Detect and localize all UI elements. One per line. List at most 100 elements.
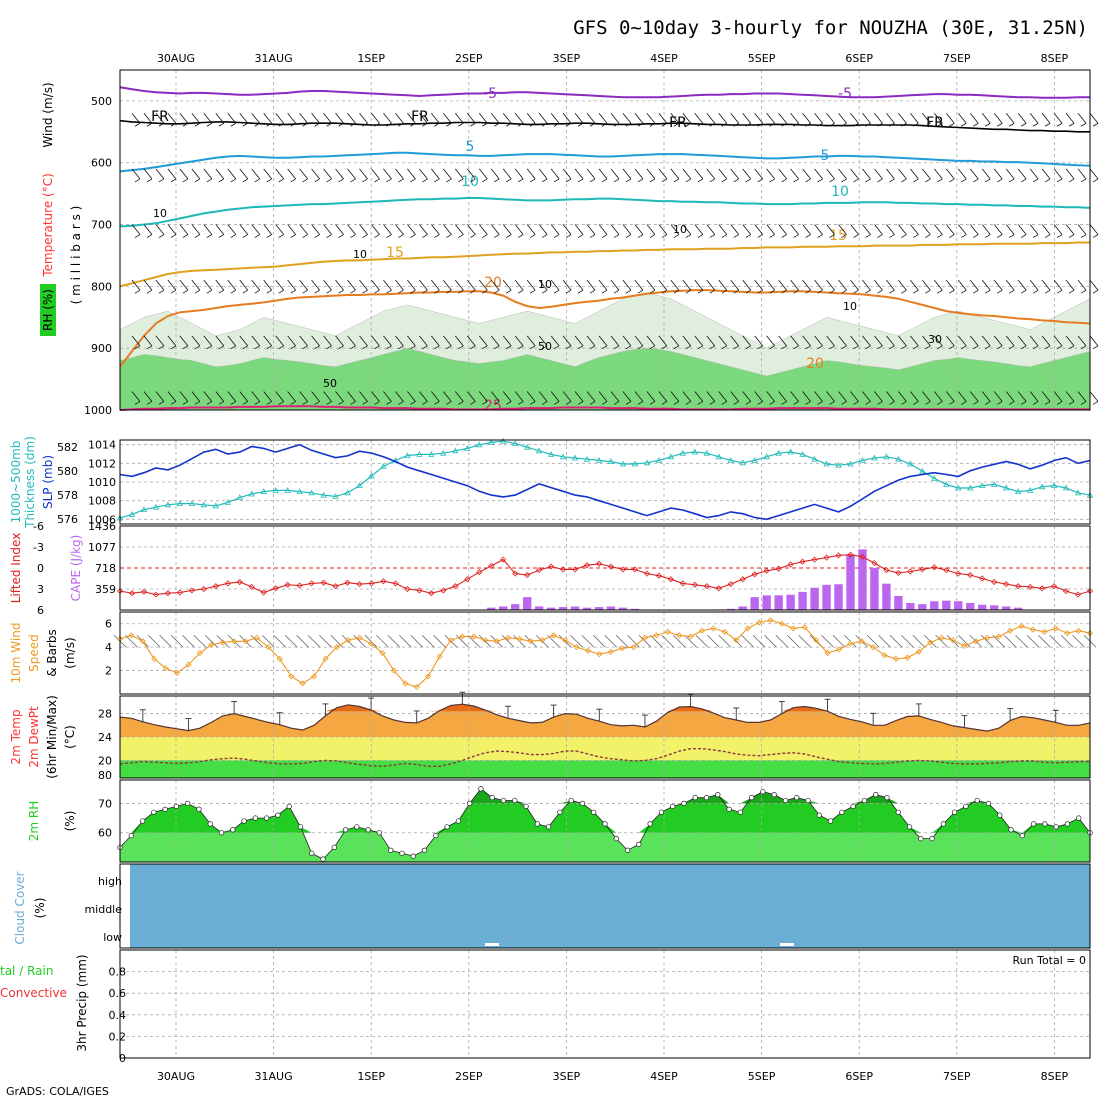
li-tick-label: -3 bbox=[33, 541, 44, 554]
lifted-index-point bbox=[955, 570, 962, 577]
slp-thickness-panel: 101410121010100810065825805785761000~500… bbox=[9, 436, 1094, 529]
rh-point bbox=[342, 827, 349, 833]
rh-point bbox=[839, 809, 845, 815]
wind-barb-flag bbox=[781, 122, 787, 127]
wind-speed-point bbox=[367, 640, 375, 647]
wind-speed-point bbox=[721, 628, 728, 635]
wind-barb-flag bbox=[314, 289, 320, 294]
wind-barb-flag bbox=[302, 234, 308, 238]
wind-speed-point bbox=[835, 646, 843, 653]
wind-barb bbox=[730, 168, 740, 180]
wind-barb bbox=[742, 335, 752, 347]
rh-point bbox=[196, 806, 202, 812]
wind-barb-flag bbox=[673, 122, 680, 127]
cape-bar bbox=[978, 604, 987, 610]
wind-barb-flag bbox=[517, 289, 524, 294]
wind-speed-point bbox=[516, 635, 523, 643]
wind-barb bbox=[838, 168, 847, 180]
wind-barb bbox=[191, 168, 201, 180]
surface-wind-barb bbox=[467, 635, 481, 648]
wind-barb bbox=[562, 335, 572, 347]
wind-barb-flag bbox=[182, 345, 189, 350]
isotherm-label: FR bbox=[926, 115, 944, 131]
rh-point bbox=[782, 797, 789, 804]
wind-barb-flag bbox=[434, 345, 440, 350]
wind-axis-label: 10m Wind bbox=[9, 623, 23, 684]
rh-point bbox=[207, 821, 213, 827]
rh-point bbox=[591, 809, 597, 815]
wind-barb bbox=[335, 335, 344, 347]
wind-barb bbox=[131, 168, 141, 180]
wind-barb-flag bbox=[877, 289, 883, 294]
wind-barb bbox=[203, 279, 213, 291]
wind-barb bbox=[1053, 335, 1063, 347]
wind-barb bbox=[670, 113, 680, 124]
surface-wind-barb bbox=[147, 635, 161, 648]
wind-barb bbox=[143, 168, 153, 180]
wind-barb-flag bbox=[553, 178, 560, 183]
wind-speed-point bbox=[858, 638, 865, 645]
wind-barb-flag bbox=[757, 178, 763, 183]
wind-barb-flag bbox=[697, 401, 704, 405]
top-date-label: 3SEP bbox=[553, 52, 581, 65]
temp-tick-label: 20 bbox=[98, 754, 112, 767]
wind-barb bbox=[969, 168, 979, 180]
wind-barb-flag bbox=[146, 122, 153, 127]
rh-point bbox=[748, 794, 755, 801]
thickness-point bbox=[392, 457, 399, 463]
wind-barb bbox=[981, 335, 991, 347]
wind-barb-flag bbox=[1080, 289, 1087, 294]
wind-speed-point bbox=[550, 632, 557, 639]
wind-barb bbox=[1089, 168, 1099, 180]
wind-barb bbox=[347, 279, 356, 291]
wind-barb bbox=[934, 168, 943, 180]
wind-barb-flag bbox=[350, 345, 356, 350]
wind-barb-flag bbox=[733, 122, 739, 127]
wind-barb-flag bbox=[685, 234, 692, 238]
wind-barb-flag bbox=[1068, 401, 1075, 405]
rh-point bbox=[444, 824, 450, 830]
wind-barb-flag bbox=[146, 401, 153, 405]
wind-barb bbox=[898, 279, 907, 291]
wind-barb bbox=[706, 335, 716, 347]
wind-barb bbox=[1053, 279, 1063, 291]
wind-barb bbox=[502, 335, 512, 347]
lifted-index-point bbox=[883, 567, 890, 574]
wind-barb bbox=[610, 335, 620, 347]
wind-barb bbox=[622, 224, 632, 235]
wind-barb-flag bbox=[565, 178, 572, 183]
wind-barb-flag bbox=[769, 345, 775, 350]
rh-point bbox=[410, 853, 416, 859]
wind-barb bbox=[526, 113, 536, 124]
wind-barb-flag bbox=[1092, 178, 1099, 183]
wind-barb bbox=[143, 224, 153, 235]
cape-bar bbox=[990, 605, 999, 610]
wind-speed-point bbox=[288, 673, 295, 680]
wind-barb bbox=[526, 279, 536, 291]
wind-barb-flag bbox=[506, 345, 512, 350]
wind-barb-flag bbox=[817, 401, 823, 405]
wind-barb bbox=[251, 224, 261, 235]
wind-barb bbox=[874, 113, 883, 124]
wind-barb-flag bbox=[697, 234, 704, 238]
rh-axis-label: RH (%) bbox=[41, 289, 55, 331]
wind-barb bbox=[263, 279, 273, 291]
wind-barb-flag bbox=[206, 178, 213, 183]
wind-barb bbox=[311, 168, 320, 180]
wind-barb bbox=[574, 168, 584, 180]
wind-barb bbox=[706, 113, 716, 124]
cape-bar bbox=[918, 604, 927, 610]
wind-barb bbox=[634, 168, 644, 180]
wind-barb-flag bbox=[661, 289, 668, 294]
rh-point bbox=[241, 818, 247, 824]
wind-barb-flag bbox=[470, 178, 476, 183]
rh-contour-label: 30 bbox=[928, 333, 942, 346]
panel-frame bbox=[119, 439, 1091, 525]
thickness-point bbox=[1038, 483, 1046, 490]
wind-barb bbox=[371, 224, 380, 235]
wind-barb-flag bbox=[769, 401, 775, 405]
wind-barb bbox=[323, 391, 332, 402]
wind-barb bbox=[898, 224, 907, 235]
thickness-point bbox=[667, 453, 675, 460]
surface-wind-barb bbox=[410, 635, 423, 648]
